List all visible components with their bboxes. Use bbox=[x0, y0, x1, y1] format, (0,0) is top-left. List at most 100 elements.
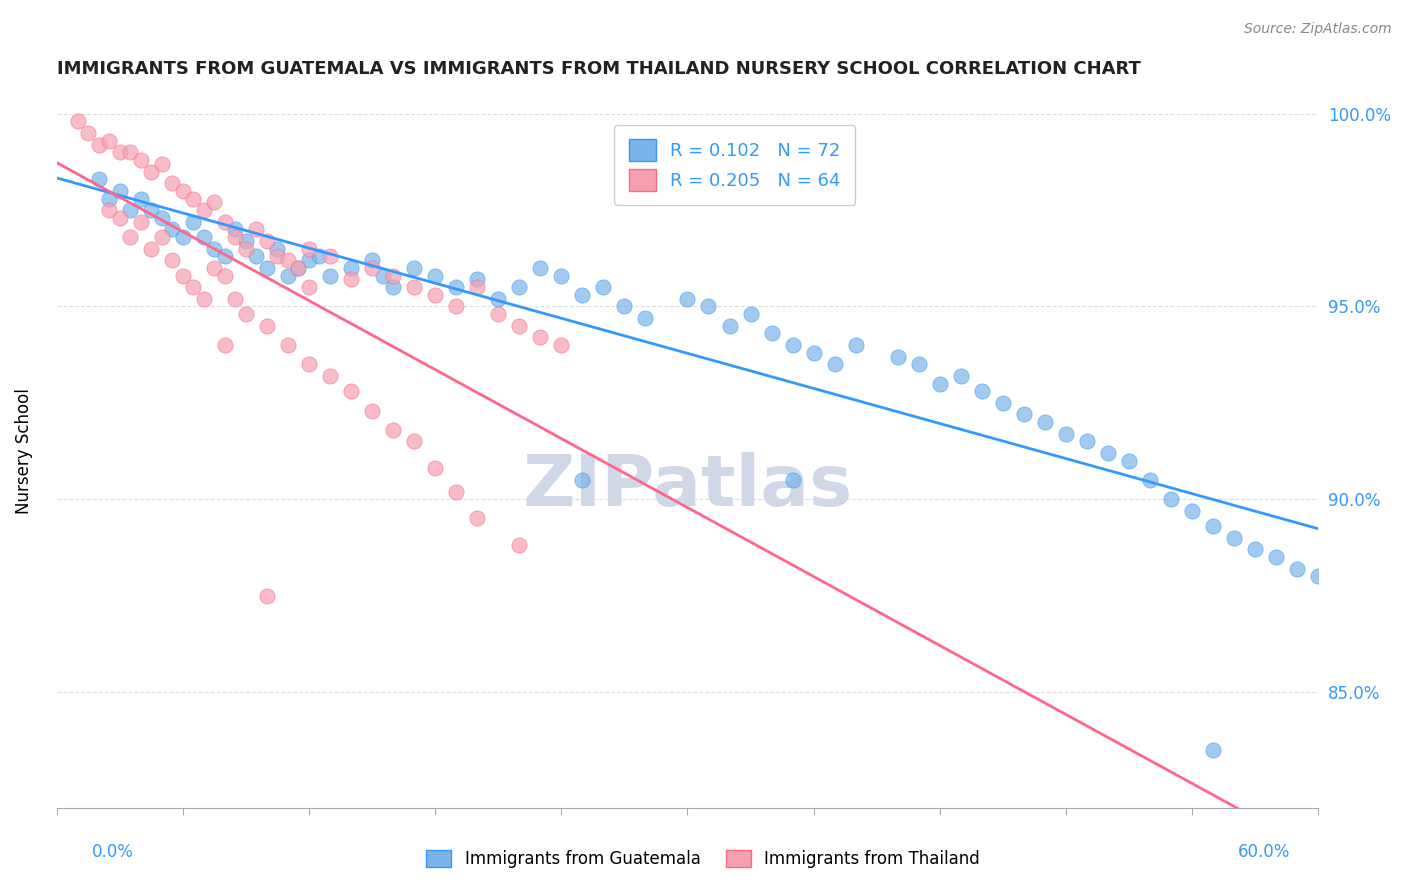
Point bbox=[129, 153, 152, 167]
Text: 0.0%: 0.0% bbox=[91, 843, 134, 861]
Point bbox=[529, 260, 551, 275]
Point bbox=[129, 192, 152, 206]
Point bbox=[340, 384, 363, 399]
Point bbox=[108, 145, 131, 160]
Point bbox=[1118, 453, 1140, 467]
Point bbox=[98, 134, 121, 148]
Point bbox=[404, 280, 426, 294]
Point bbox=[202, 260, 225, 275]
Point bbox=[235, 307, 257, 321]
Point bbox=[98, 192, 121, 206]
Point bbox=[245, 222, 267, 236]
Point bbox=[150, 211, 173, 225]
Point bbox=[340, 272, 363, 286]
Point bbox=[181, 214, 204, 228]
Point bbox=[444, 484, 467, 499]
Point bbox=[907, 357, 929, 371]
Point bbox=[444, 280, 467, 294]
Point bbox=[277, 268, 299, 283]
Point bbox=[193, 230, 215, 244]
Point bbox=[1012, 408, 1035, 422]
Point bbox=[181, 192, 204, 206]
Point bbox=[287, 260, 309, 275]
Point bbox=[444, 300, 467, 314]
Point bbox=[129, 214, 152, 228]
Point bbox=[465, 511, 488, 525]
Point bbox=[193, 203, 215, 218]
Point bbox=[66, 114, 89, 128]
Point bbox=[266, 242, 288, 256]
Point bbox=[202, 195, 225, 210]
Point bbox=[256, 234, 278, 248]
Point bbox=[1181, 504, 1204, 518]
Point bbox=[1308, 569, 1330, 583]
Point bbox=[319, 368, 342, 383]
Point bbox=[319, 249, 342, 263]
Point bbox=[340, 260, 363, 275]
Point bbox=[1033, 415, 1056, 429]
Point bbox=[77, 126, 100, 140]
Point bbox=[1097, 446, 1119, 460]
Point bbox=[465, 280, 488, 294]
Legend: R = 0.102   N = 72, R = 0.205   N = 64: R = 0.102 N = 72, R = 0.205 N = 64 bbox=[614, 125, 855, 205]
Point bbox=[550, 268, 572, 283]
Point bbox=[423, 268, 446, 283]
Point bbox=[845, 338, 868, 352]
Point bbox=[361, 260, 384, 275]
Point bbox=[592, 280, 614, 294]
Point bbox=[235, 242, 257, 256]
Point bbox=[224, 230, 246, 244]
Point bbox=[782, 338, 804, 352]
Point bbox=[1244, 542, 1267, 557]
Y-axis label: Nursery School: Nursery School bbox=[15, 388, 32, 514]
Point bbox=[803, 345, 825, 359]
Point bbox=[970, 384, 993, 399]
Point bbox=[120, 230, 142, 244]
Point bbox=[1202, 743, 1225, 757]
Point bbox=[120, 203, 142, 218]
Point bbox=[172, 230, 194, 244]
Point bbox=[98, 203, 121, 218]
Point bbox=[1054, 426, 1077, 441]
Point bbox=[782, 473, 804, 487]
Point bbox=[298, 280, 321, 294]
Point bbox=[949, 368, 972, 383]
Point bbox=[308, 249, 330, 263]
Text: ZIPatlas: ZIPatlas bbox=[523, 452, 852, 521]
Point bbox=[172, 184, 194, 198]
Point bbox=[423, 288, 446, 302]
Point bbox=[141, 203, 163, 218]
Point bbox=[150, 157, 173, 171]
Point bbox=[162, 176, 184, 190]
Point bbox=[1202, 519, 1225, 533]
Point bbox=[256, 260, 278, 275]
Point bbox=[361, 403, 384, 417]
Point bbox=[319, 268, 342, 283]
Point bbox=[740, 307, 762, 321]
Point bbox=[256, 318, 278, 333]
Point bbox=[404, 434, 426, 449]
Point bbox=[87, 172, 110, 186]
Point bbox=[928, 376, 950, 391]
Point bbox=[1223, 531, 1246, 545]
Point bbox=[298, 242, 321, 256]
Point bbox=[991, 396, 1014, 410]
Point bbox=[245, 249, 267, 263]
Point bbox=[404, 260, 426, 275]
Point bbox=[508, 280, 530, 294]
Point bbox=[529, 330, 551, 344]
Point bbox=[1265, 549, 1288, 564]
Point bbox=[277, 253, 299, 268]
Point bbox=[287, 260, 309, 275]
Text: Source: ZipAtlas.com: Source: ZipAtlas.com bbox=[1244, 22, 1392, 37]
Point bbox=[172, 268, 194, 283]
Point bbox=[371, 268, 394, 283]
Point bbox=[1076, 434, 1098, 449]
Point bbox=[214, 214, 236, 228]
Point bbox=[550, 338, 572, 352]
Point bbox=[382, 268, 405, 283]
Legend: Immigrants from Guatemala, Immigrants from Thailand: Immigrants from Guatemala, Immigrants fr… bbox=[419, 843, 987, 875]
Point bbox=[141, 242, 163, 256]
Point bbox=[298, 253, 321, 268]
Point bbox=[571, 473, 593, 487]
